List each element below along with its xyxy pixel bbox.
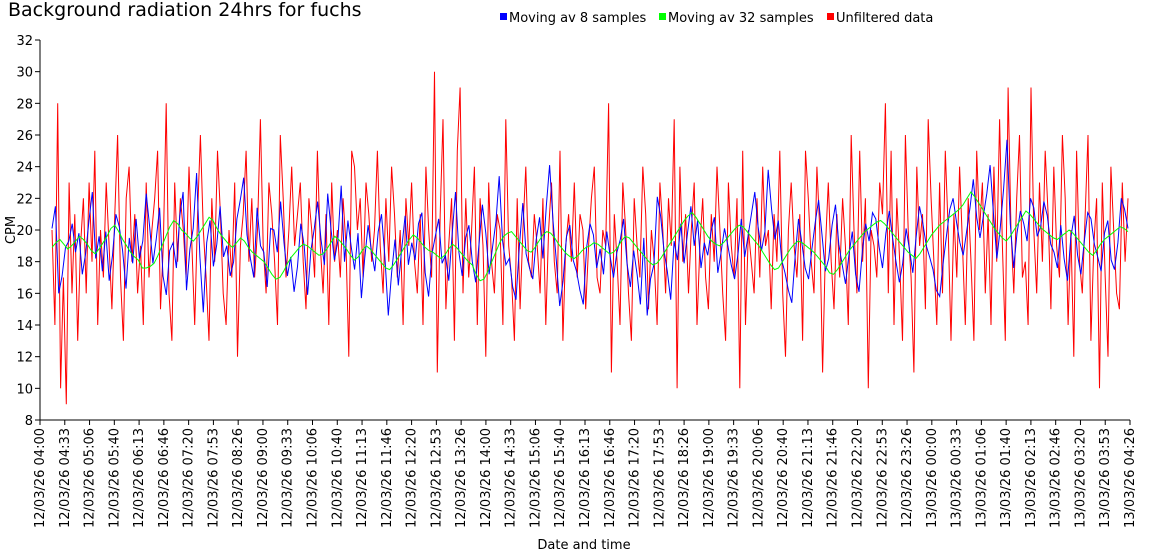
x-tick-label: 13/03/26 01:06 <box>974 428 989 528</box>
y-tick-label: 26 <box>16 129 33 144</box>
legend-swatch-unfiltered <box>827 13 834 20</box>
x-axis-label: Date and time <box>537 538 630 553</box>
x-tick-label: 12/03/26 20:06 <box>751 428 766 528</box>
legend-label-8: Moving av 8 samples <box>509 11 647 26</box>
x-tick-label: 12/03/26 18:26 <box>677 428 692 528</box>
x-tick-label: 12/03/26 12:20 <box>405 428 420 528</box>
x-tick-label: 12/03/26 05:40 <box>107 428 122 528</box>
chart-title: Background radiation 24hrs for fuchs <box>8 0 362 21</box>
series-line-2 <box>51 71 1129 405</box>
y-tick-label: 20 <box>16 224 33 239</box>
x-tick-label: 12/03/26 19:33 <box>727 428 742 528</box>
x-tick-label: 12/03/26 10:06 <box>306 428 321 528</box>
y-tick-label: 28 <box>16 97 33 112</box>
x-tick-label: 12/03/26 06:46 <box>157 428 172 528</box>
legend-label-32: Moving av 32 samples <box>668 11 814 26</box>
legend-swatch-32 <box>659 13 666 20</box>
x-tick-label: 12/03/26 12:53 <box>429 428 444 528</box>
legend-label-unfiltered: Unfiltered data <box>836 11 933 26</box>
x-tick-label: 12/03/26 16:46 <box>603 428 618 528</box>
x-tick-label: 12/03/26 09:00 <box>256 428 271 528</box>
x-tick-label: 12/03/26 04:33 <box>58 428 73 528</box>
x-tick-label: 12/03/26 15:40 <box>553 428 568 528</box>
x-tick-label: 12/03/26 07:53 <box>206 428 221 528</box>
y-axis-label: CPM <box>4 216 19 244</box>
y-tick-label: 16 <box>16 287 33 302</box>
x-tick-label: 12/03/26 16:13 <box>578 428 593 528</box>
x-tick-label: 12/03/26 10:40 <box>330 428 345 528</box>
x-tick-label: 12/03/26 21:46 <box>826 428 841 528</box>
x-tick-label: 12/03/26 05:06 <box>83 428 98 528</box>
x-tick-label: 13/03/26 00:00 <box>925 428 940 528</box>
x-tick-label: 13/03/26 03:53 <box>1098 428 1113 528</box>
x-tick-label: 12/03/26 14:00 <box>479 428 494 528</box>
x-tick-label: 13/03/26 00:33 <box>950 428 965 528</box>
y-tick-label: 24 <box>16 161 33 176</box>
legend: Moving av 8 samples Moving av 32 samples… <box>500 11 933 26</box>
axes: 8 10 12 14 16 18 20 22 24 26 28 30 32 12/03/26 04:00 1… <box>16 34 1138 528</box>
y-tick-label: 12 <box>16 351 33 366</box>
x-tick-label: 12/03/26 17:53 <box>652 428 667 528</box>
x-tick-label: 12/03/26 22:53 <box>875 428 890 528</box>
x-tick-label: 12/03/26 09:33 <box>281 428 296 528</box>
x-tick-label: 13/03/26 01:40 <box>999 428 1014 528</box>
x-tick-label: 12/03/26 13:26 <box>454 428 469 528</box>
y-tick-label: 18 <box>16 256 33 271</box>
legend-swatch-8 <box>500 13 507 20</box>
y-tick-label: 22 <box>16 192 33 207</box>
x-tick-label: 13/03/26 02:13 <box>1024 428 1039 528</box>
x-tick-label: 13/03/26 03:20 <box>1073 428 1088 528</box>
x-tick-label: 13/03/26 04:26 <box>1123 428 1138 528</box>
x-tick-label: 12/03/26 15:06 <box>528 428 543 528</box>
x-tick-label: 12/03/26 17:20 <box>628 428 643 528</box>
plot-series <box>51 71 1129 405</box>
y-tick-label: 10 <box>16 382 33 397</box>
series-line-1 <box>51 191 1129 282</box>
y-tick-label: 8 <box>25 414 33 429</box>
x-tick-label: 12/03/26 04:00 <box>33 428 48 528</box>
x-tick-label: 12/03/26 07:20 <box>182 428 197 528</box>
x-tick-label: 12/03/26 22:20 <box>851 428 866 528</box>
y-tick-label: 30 <box>16 66 33 81</box>
x-tick-label: 12/03/26 06:13 <box>132 428 147 528</box>
x-tick-label: 12/03/26 20:40 <box>776 428 791 528</box>
x-tick-label: 12/03/26 19:00 <box>702 428 717 528</box>
y-tick-label: 32 <box>16 34 33 49</box>
x-tick-label: 12/03/26 14:33 <box>504 428 519 528</box>
x-tick-label: 12/03/26 08:26 <box>231 428 246 528</box>
x-tick-label: 13/03/26 02:46 <box>1049 428 1064 528</box>
y-tick-label: 14 <box>16 319 33 334</box>
x-tick-label: 12/03/26 21:13 <box>801 428 816 528</box>
x-tick-label: 12/03/26 11:13 <box>355 428 370 528</box>
x-tick-label: 12/03/26 11:46 <box>380 428 395 528</box>
x-tick-label: 12/03/26 23:26 <box>900 428 915 528</box>
